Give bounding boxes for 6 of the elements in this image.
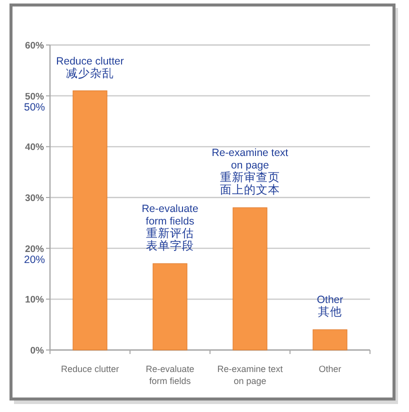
annotation: Other 其他 bbox=[316, 294, 344, 319]
annotation: Reduce clutter 减少杂乱 bbox=[56, 55, 124, 80]
annotation: 20% bbox=[24, 254, 45, 266]
annotation: 50% bbox=[24, 101, 45, 114]
annotation: Re-examine text on page 重新审查页面上的文本 bbox=[212, 147, 288, 197]
annotation: Re-evaluate form fields 重新评估表单字段 bbox=[142, 203, 198, 253]
